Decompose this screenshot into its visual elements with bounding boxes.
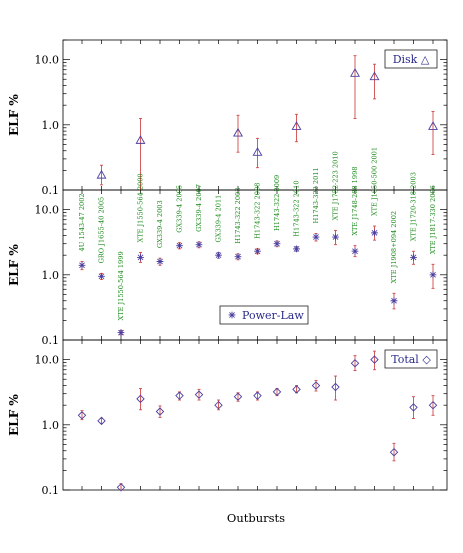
data-point-power-law [312,233,320,241]
source-label: GX339-4 2005 [176,185,184,233]
source-label: H1743-322 2009 [273,175,281,231]
y-tick-label: 10.0 [35,354,60,367]
y-axis-label: ELF % [7,394,21,436]
panels-layer: 0.1 1.0 10.0 ELF % Disk △ 0.1 1.0 10.0 ELF % Powe… [7,39,448,497]
x-axis-label: Outbursts [227,511,285,525]
data-point-disk [369,71,380,81]
data-point-total [136,394,145,404]
source-label: XTE J1748-288 1998 [351,167,359,236]
data-point-total [116,483,126,492]
y-tick-label: 0.1 [42,334,60,347]
data-point-power-law [254,247,261,255]
data-point-total [214,400,223,410]
source-label: GX339-4 2011 [215,195,223,243]
source-label: H1743-322 2008 [254,183,262,239]
data-point-power-law [78,261,86,269]
data-point-power-law [234,253,242,261]
legend-marker [228,311,236,319]
source-labels: 4U 1543-47 2002 GRO J1655-40 2005 XTE J155… [78,147,437,321]
y-tick-label: 10.0 [35,54,60,67]
data-point-disk [252,147,263,156]
data-point-power-law [176,242,183,250]
source-label: GX339-4 2007 [195,184,203,232]
data-point-power-law [410,253,417,261]
data-point-disk [135,135,146,144]
data-point-power-law [215,251,222,259]
data-point-power-law [273,240,281,248]
data-point-power-law [293,245,300,253]
data-point-total [350,359,360,368]
y-axis-label: ELF % [7,94,21,136]
source-label: GX339-4 2003 [156,200,164,248]
source-label: XTE J1752-223 2010 [332,151,340,220]
data-point-disk [291,121,302,130]
data-point-total [253,391,262,400]
legend-total: Total ◇ [384,349,438,369]
data-point-total [77,411,87,420]
y-tick-label: 1.0 [42,269,60,282]
data-point-total [97,416,106,426]
data-point-total [233,392,243,401]
panel-power-law: 0.1 1.0 10.0 ELF % Power-Law [7,189,448,347]
legend-label: Power-Law [242,309,304,322]
data-point-power-law [195,241,203,249]
data-point-total [311,381,321,390]
data-point-total [175,391,184,400]
data-point-disk [96,169,107,179]
source-label: XTE J1550-564 2000 [137,173,145,242]
legend-disk: Disk △ [384,49,438,69]
data-point-total [389,447,399,457]
source-label: XTE J1908+094 2002 [390,211,398,283]
legend-box [384,49,438,69]
data-point-total [194,390,204,399]
data-point-power-law [371,229,378,237]
data-point-disk [428,121,438,130]
legend-power-law: Power-Law [219,305,309,325]
y-tick-label: 0.1 [42,184,60,197]
source-label: GRO J1655-40 2005 [98,197,106,264]
source-label: XTE J1650-500 2001 [371,147,379,216]
data-point-total [155,407,165,416]
legend-box [219,305,309,325]
y-tick-label: 10.0 [35,204,60,217]
data-point-total [370,355,379,364]
data-point-total [331,382,340,392]
data-point-power-law [156,258,164,265]
legend-label: Disk △ [393,53,430,66]
panel-disk: 0.1 1.0 10.0 ELF % Disk △ [7,39,448,197]
data-point-total [409,403,418,412]
y-axis-label: ELF % [7,244,21,286]
source-label: XTE J1720-318 2003 [410,172,418,241]
y-tick-label: 1.0 [42,119,60,132]
data-point-power-law [137,253,144,261]
source-label: H1743-322 2010 [293,180,301,236]
panel-total: 0.1 1.0 10.0 ELF % Total ◇ [7,339,448,497]
y-tick-label: 1.0 [42,419,60,432]
source-label: XTE J1550-564 1999 [117,251,125,320]
y-tick-label: 0.1 [42,484,60,497]
source-label: H1743-322 2003 [234,188,242,244]
data-point-power-law [98,272,105,280]
legend-label: Total ◇ [391,353,431,366]
source-label: 4U 1543-47 2002 [78,193,86,251]
data-point-disk [233,127,243,137]
legend-box [384,349,438,369]
data-point-power-law [351,247,359,255]
data-point-power-law [332,233,339,241]
data-point-power-law [429,271,437,279]
source-label: XTE J1817-330 2006 [429,185,437,254]
panel-frame [62,339,448,491]
data-point-power-law [117,329,125,336]
data-point-total [428,400,438,410]
data-point-total [272,387,282,397]
data-point-disk [350,68,360,77]
data-point-total [292,385,301,394]
data-point-power-law [390,297,398,305]
source-label: H1743-322 2011 [312,167,320,223]
